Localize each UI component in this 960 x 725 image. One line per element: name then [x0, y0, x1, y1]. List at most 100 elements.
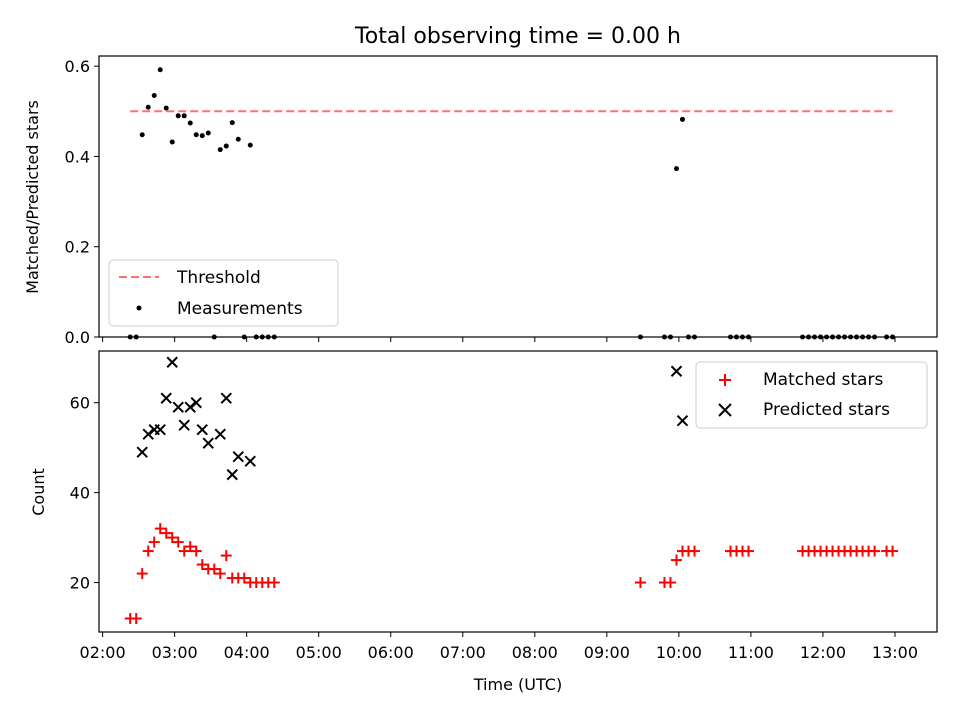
predicted-star-point	[232, 450, 244, 463]
x-axis-label: Time (UTC)	[473, 675, 562, 694]
matched-star-point	[268, 577, 280, 589]
predicted-legend-label: Predicted stars	[763, 400, 890, 420]
matched-legend-swatch	[719, 374, 731, 386]
measurement-point	[181, 113, 187, 119]
measurement-point	[673, 166, 679, 172]
predicted-star-point	[184, 401, 196, 413]
bottom-panel: 20 40 60 02:00 03:00 04:00 05:00 06:00 07:00 08:…	[29, 350, 938, 694]
measurement-point	[679, 116, 685, 122]
top-legend: Threshold Measurements	[108, 259, 339, 327]
predicted-star-point	[214, 428, 226, 440]
matched-star-point	[172, 536, 184, 548]
bottom-y-axis-label: Count	[29, 468, 48, 516]
x-tick-label: 07:00	[440, 643, 486, 662]
matched-star-point	[160, 527, 172, 539]
measurement-point	[163, 105, 169, 111]
measurement-point	[205, 130, 211, 136]
predicted-star-point	[244, 455, 256, 467]
top-y-axis-label: Matched/Predicted stars	[23, 100, 42, 294]
matched-star-point	[178, 545, 190, 557]
matched-star-point	[220, 550, 232, 562]
matched-star-point	[148, 536, 160, 548]
y-tick-label: 0.0	[65, 328, 90, 347]
measurement-point	[247, 142, 253, 148]
x-tick-label: 05:00	[296, 643, 342, 662]
bottom-legend-box	[695, 361, 928, 429]
top-axes-frame	[98, 55, 938, 338]
predicted-star-point	[136, 446, 148, 458]
x-tick-label: 08:00	[512, 643, 558, 662]
predicted-star-point	[154, 423, 166, 436]
predicted-star-point	[196, 423, 208, 436]
measurement-point	[169, 139, 175, 145]
x-tick-label: 10:00	[656, 643, 702, 662]
matched-star-point	[214, 568, 226, 580]
measurement-point	[235, 136, 241, 142]
measurement-point	[145, 104, 151, 110]
predicted-star-point	[676, 414, 689, 427]
matched-star-point	[634, 577, 646, 589]
predicted-star-point	[166, 356, 178, 368]
measurements-legend-label: Measurements	[177, 299, 303, 319]
y-tick-label: 20	[70, 574, 90, 593]
x-tick-label: 02:00	[80, 643, 126, 662]
matched-star-point	[130, 613, 142, 625]
matched-star-point	[142, 545, 154, 557]
measurement-point	[193, 132, 199, 138]
top-panel: 0.0 0.2 0.4 0.6 Matched/Predicted stars Thr…	[23, 55, 938, 347]
y-tick-label: 60	[70, 394, 90, 413]
y-tick-label: 0.6	[65, 57, 90, 76]
measurement-point	[157, 67, 163, 73]
matched-star-point	[887, 545, 899, 557]
y-tick-label: 40	[70, 484, 90, 503]
y-tick-label: 0.4	[65, 147, 90, 166]
predicted-legend-swatch	[718, 403, 732, 417]
matched-legend-label: Matched stars	[763, 370, 883, 390]
predicted-star-point	[202, 437, 214, 449]
matched-star-point	[869, 545, 881, 557]
x-tick-label: 11:00	[728, 643, 774, 662]
matched-star-point	[166, 532, 178, 544]
matched-star-point	[238, 572, 250, 584]
x-tick-label: 03:00	[152, 643, 198, 662]
predicted-star-point	[220, 392, 232, 404]
predicted-star-point	[670, 365, 683, 377]
measurement-point	[217, 147, 223, 153]
matched-star-point	[743, 545, 755, 557]
matched-star-point	[196, 559, 208, 571]
threshold-legend-label: Threshold	[176, 268, 261, 288]
predicted-star-point	[172, 401, 184, 413]
matched-star-point	[136, 568, 148, 580]
measurement-point	[229, 120, 235, 126]
top-legend-box	[108, 259, 339, 327]
matched-star-point	[208, 563, 220, 575]
predicted-star-point	[190, 396, 202, 409]
matched-star-point	[688, 545, 700, 557]
measurement-point	[139, 132, 145, 138]
measurements-legend-swatch	[136, 305, 142, 311]
x-tick-label: 12:00	[800, 643, 846, 662]
matched-star-point	[664, 577, 676, 589]
chart-title: Total observing time = 0.00 h	[354, 24, 681, 49]
measurement-point	[175, 113, 181, 119]
predicted-star-point	[160, 392, 172, 404]
bottom-legend: Matched stars Predicted stars	[695, 361, 928, 429]
x-tick-label: 06:00	[368, 643, 414, 662]
matched-star-point	[190, 545, 202, 557]
measurement-point	[187, 120, 193, 126]
predicted-star-point	[178, 419, 190, 431]
predicted-star-point	[142, 428, 154, 440]
measurement-point	[199, 133, 205, 139]
x-tick-label: 04:00	[224, 643, 270, 662]
x-tick-label: 09:00	[584, 643, 630, 662]
y-tick-label: 0.2	[65, 238, 90, 257]
matched-star-point	[670, 554, 682, 566]
matched-star-point	[184, 541, 196, 553]
x-tick-label: 13:00	[872, 643, 918, 662]
measurement-point	[151, 92, 157, 98]
predicted-star-point	[226, 468, 238, 481]
bottom-axes-frame	[98, 350, 938, 633]
matched-star-point	[154, 523, 166, 535]
measurement-point	[223, 143, 229, 149]
